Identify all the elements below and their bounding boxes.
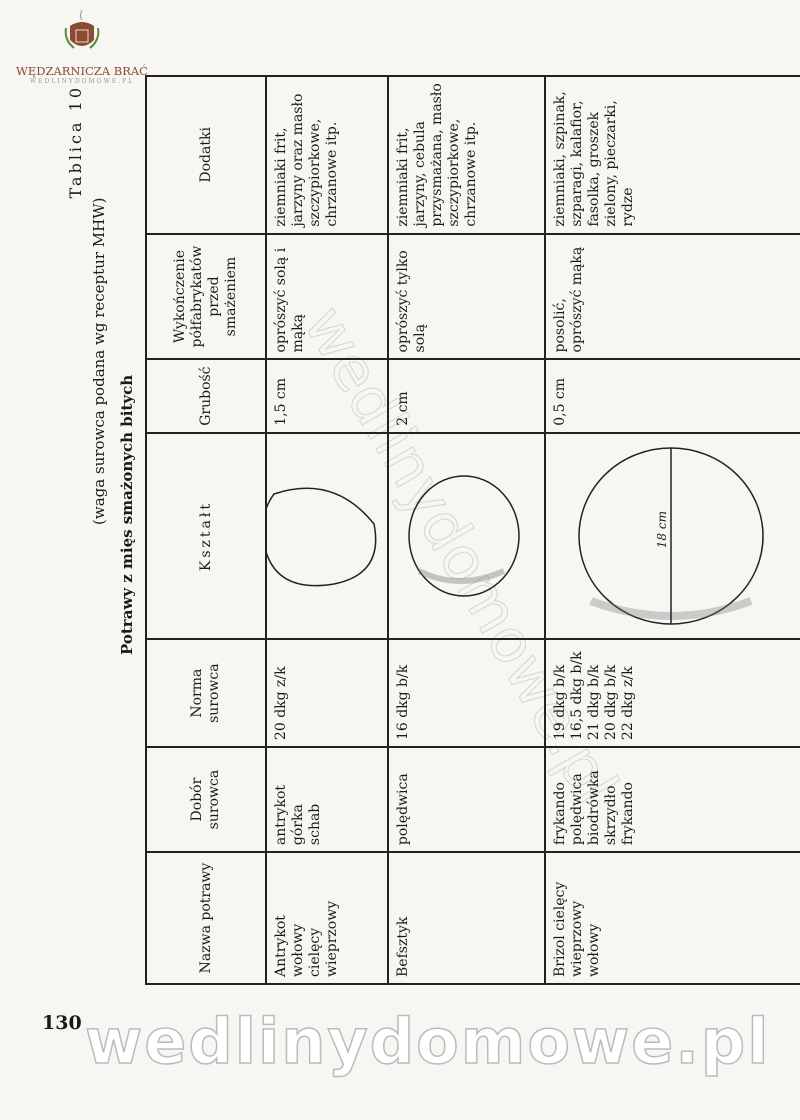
logo-name: WĘDZARNICZA BRAĆ — [16, 64, 148, 78]
table-row: Antrykot wołowy cielęcy wieprzowy antrykot g… — [262, 76, 388, 984]
header-cell: Wykończenie półfabrykatów przed smażenie… — [146, 233, 266, 360]
sides-cell: ziemniaki, szpinak, szparagi, kalafior, … — [545, 76, 800, 234]
finishing-cell: posolić, oprószyć mąką — [545, 233, 800, 360]
thickness-cell: 1,5 cm — [266, 359, 388, 433]
table-row: Befsztyk polędwica 16 dkg b/k 2 cm oprós… — [388, 76, 545, 984]
shape-antrykot-drawing — [262, 487, 377, 587]
header-cell: Kształt — [146, 432, 266, 640]
raw-cell: polędwica — [388, 747, 545, 853]
header-cell: Nazwa potrawy — [146, 852, 266, 984]
header-row: Nazwa potrawy Dobór surowca Norma surowc… — [146, 76, 266, 984]
table-row: Brizol cielęcy wieprzowy wołowy frykando po… — [545, 76, 800, 984]
thickness-cell: 2 cm — [388, 359, 545, 433]
shape-cell — [388, 432, 545, 640]
norm-cell: 19 dkg b/k 16,5 dkg b/k 21 dkg b/k 20 dkg b… — [545, 639, 800, 748]
name-cell: Befsztyk — [388, 852, 545, 984]
shape-cell: 18 cm — [545, 432, 800, 640]
dishes-table: Nazwa potrawy Dobór surowca Norma surowc… — [145, 75, 800, 985]
thickness-cell: 0,5 cm — [545, 359, 800, 433]
sides-cell: ziemniaki frit, jarzyny, cebula przysmaż… — [388, 76, 545, 234]
norm-cell: 20 dkg z/k — [266, 639, 388, 748]
logo: WĘDZARNICZA BRAĆ WEDLINYDOMOWE.PL — [12, 8, 152, 85]
raw-cell: frykando polędwica biodrówka skrzydło frykan… — [545, 747, 800, 853]
table-number: Tablica 10 — [66, 85, 85, 199]
page-number: 130 — [42, 1012, 82, 1034]
header-cell: Dodatki — [146, 76, 266, 234]
shape-befsztyk-drawing — [408, 475, 520, 597]
raw-cell: antrykot górka schab — [266, 747, 388, 853]
shape-brizol-drawing — [578, 447, 764, 625]
finishing-cell: oprószyć tylko solą — [388, 233, 545, 360]
smokehouse-logo-icon — [64, 9, 100, 49]
table-title: Potrawy z mięs smażonych bitych — [118, 374, 136, 655]
norm-cell: 16 dkg b/k — [388, 639, 545, 748]
logo-subtitle: WEDLINYDOMOWE.PL — [29, 78, 135, 85]
name-cell: Brizol cielęcy wieprzowy wołowy — [545, 852, 800, 984]
name-cell: Antrykot wołowy cielęcy wieprzowy — [266, 852, 388, 984]
watermark: wedlinydomowe.pl — [84, 1004, 771, 1079]
dimension-label: 18 cm — [655, 511, 669, 549]
header-cell: Dobór surowca — [146, 747, 266, 853]
finishing-cell: oprószyć solą i mąką — [266, 233, 388, 360]
header-cell: Norma surowca — [146, 639, 266, 748]
table-subtitle: (waga surowca podana wg receptur MHW) — [90, 197, 108, 525]
rotated-content: Tablica 10 (waga surowca podana wg recep… — [60, 75, 800, 985]
shape-cell — [262, 432, 388, 640]
sides-cell: ziemniaki frit, jarzyny oraz masło szczy… — [266, 76, 388, 234]
header-cell: Grubość — [146, 359, 266, 433]
